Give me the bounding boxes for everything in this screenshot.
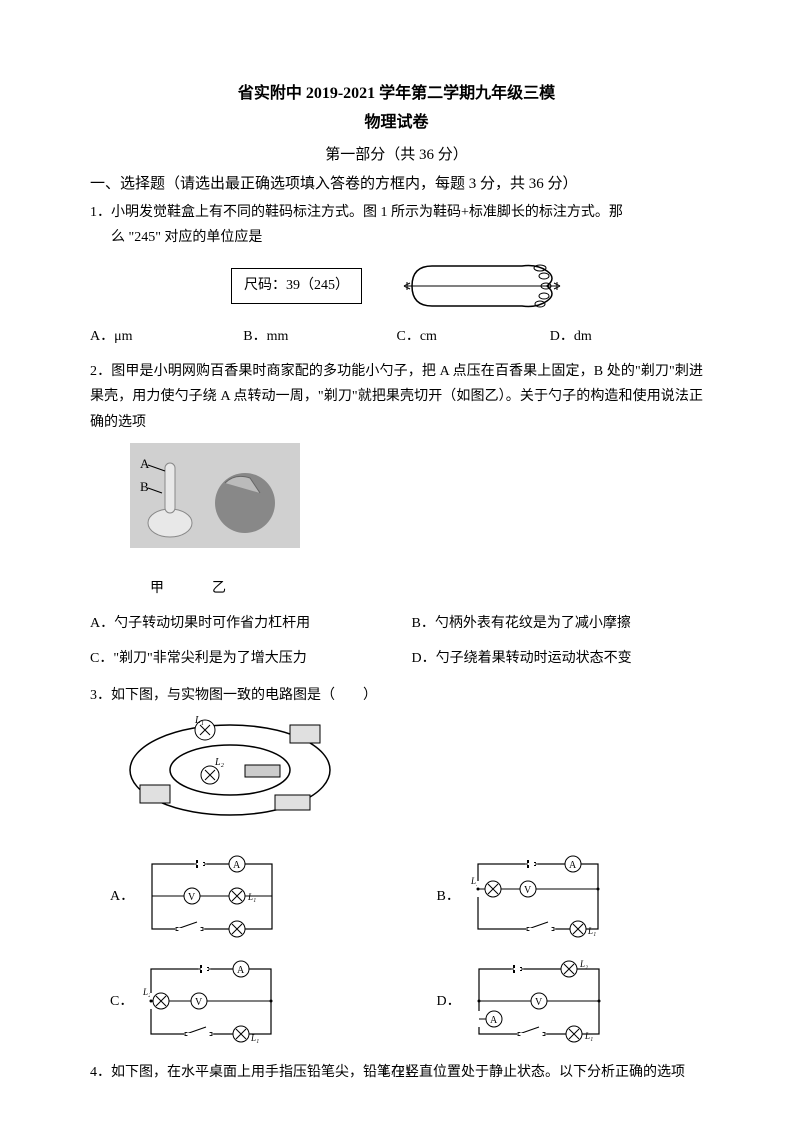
svg-text:L₂: L₂ [231,938,240,939]
svg-text:A: A [237,965,245,976]
q1-opt-d: D．dm [550,324,703,349]
q2-opt-d: D．勺子绕着果转动时运动状态不变 [412,646,704,671]
svg-text:V: V [524,885,532,896]
q1-options: A．μm B．mm C．cm D．dm [90,324,703,349]
q2-label-jia: 甲 [150,576,164,601]
q2-figure: A B [130,443,300,563]
page-number: 1 / 21 [0,1059,793,1082]
q3-text: 3．如下图，与实物图一致的电路图是（ ） [90,683,703,708]
svg-text:A: A [140,456,150,471]
q1-opt-b: B．mm [243,324,396,349]
q3-opt-b-label: B． [437,884,460,909]
q3-opt-a-item: A． A V L₁ L₂ [110,854,377,939]
circuit-c-icon: A L₂ V L₁ [141,959,281,1044]
q3-physical-figure: L₁ L₂ [120,715,340,825]
svg-text:L₁: L₁ [250,1033,259,1043]
q2-options: A．勺子转动切果时可作省力杠杆用 B．勺柄外表有花纹是为了减小摩擦 C．"剃刀"… [90,611,703,671]
q1-opt-a: A．μm [90,324,243,349]
q3-opt-c-item: C． A L₂ V [110,959,377,1044]
svg-text:V: V [195,997,203,1008]
q2-opt-c: C．"剃刀"非常尖利是为了增大压力 [90,646,382,671]
circuit-d-icon: L₂ V A L₁ [469,959,609,1044]
svg-text:L₁: L₁ [587,926,596,936]
svg-text:B: B [140,479,149,494]
q2-sublabels: 甲 乙 [150,576,703,601]
q1-opt-c: C．cm [397,324,550,349]
section-heading: 一、选择题（请选出最正确选项填入答卷的方框内，每题 3 分，共 36 分） [90,171,703,198]
q3-options-grid: A． A V L₁ L₂ B． [110,854,703,1044]
q2-opt-b: B．勺柄外表有花纹是为了减小摩擦 [412,611,704,636]
circuit-a-icon: A V L₁ L₂ [142,854,282,939]
svg-text:V: V [535,997,543,1008]
svg-text:L₂: L₂ [142,987,151,997]
q3-opt-b-item: B． A L₂ V [437,854,704,939]
svg-text:A: A [569,860,577,871]
svg-text:A: A [490,1015,498,1026]
q1-figure-row: 尺码：39（245） [90,256,703,316]
svg-text:L₂: L₂ [579,959,588,969]
q3-opt-a-label: A． [110,884,134,909]
circuit-b-icon: A L₂ V L₁ [468,854,608,939]
foot-icon [402,256,562,316]
q2-label-yi: 乙 [212,576,226,601]
page-title-2: 物理试卷 [90,109,703,138]
svg-text:V: V [188,892,196,903]
q1-text-a: 1．小明发觉鞋盒上有不同的鞋码标注方式。图 1 所示为鞋码+标准脚长的标注方式。… [90,200,703,225]
part-label: 第一部分（共 36 分） [90,142,703,169]
q1-text-b: 么 "245" 对应的单位应是 [90,225,703,250]
size-box: 尺码：39（245） [231,268,362,303]
svg-text:L₂: L₂ [214,757,225,768]
page-title-1: 省实附中 2019-2021 学年第二学期九年级三模 [90,80,703,109]
q3-opt-d-label: D． [437,989,461,1014]
svg-text:L₁: L₁ [194,715,204,726]
q3-opt-c-label: C． [110,989,133,1014]
q2-text: 2．图甲是小明网购百香果时商家配的多功能小勺子，把 A 点压在百香果上固定，B … [90,359,703,435]
svg-text:A: A [233,860,241,871]
svg-text:L₁: L₁ [584,1031,593,1041]
q2-opt-a: A．勺子转动切果时可作省力杠杆用 [90,611,382,636]
q3-opt-d-item: D． L₂ V A [437,959,704,1044]
svg-text:L₁: L₁ [247,892,256,902]
